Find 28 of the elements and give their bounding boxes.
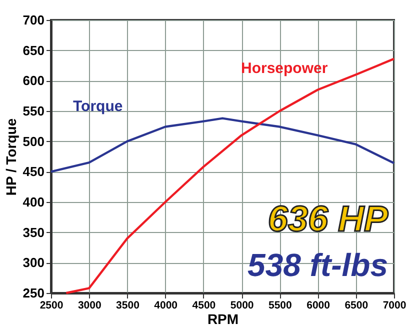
y-tick-label: 400 <box>22 194 44 210</box>
y-tick-label: 350 <box>22 224 44 240</box>
x-tick-label: 3500 <box>116 300 140 312</box>
line-series <box>65 58 396 294</box>
x-tick-label: 4500 <box>192 300 216 312</box>
line-series <box>50 117 396 173</box>
x-tick-label: 6000 <box>306 300 330 312</box>
y-tick-label: 300 <box>22 255 44 270</box>
y-tick-label: 550 <box>22 104 44 118</box>
x-tick-label: 2500 <box>40 300 64 312</box>
annotation: 636 HP <box>268 198 389 239</box>
y-axis-title: HP / Torque <box>2 118 19 196</box>
y-tick-label: 500 <box>22 134 44 149</box>
y-tick-label: 700 <box>22 12 44 28</box>
x-tick-label: 5000 <box>230 300 254 312</box>
y-tick-label: 600 <box>22 73 44 88</box>
x-tick-label: 6500 <box>344 300 368 312</box>
series-label: Horsepower <box>241 60 328 77</box>
series-label: Torque <box>73 98 123 115</box>
y-tick-label: 450 <box>22 164 44 180</box>
x-tick-label: 5500 <box>268 300 292 312</box>
x-tick-label: 3000 <box>78 300 102 312</box>
x-tick-label: 7000 <box>382 300 406 312</box>
x-tick-label: 4000 <box>154 300 178 312</box>
annotation: 538 ft-lbs <box>248 247 388 283</box>
y-tick-label: 250 <box>22 286 44 300</box>
y-tick-label: 650 <box>22 42 44 58</box>
x-axis-title: RPM <box>207 311 239 327</box>
